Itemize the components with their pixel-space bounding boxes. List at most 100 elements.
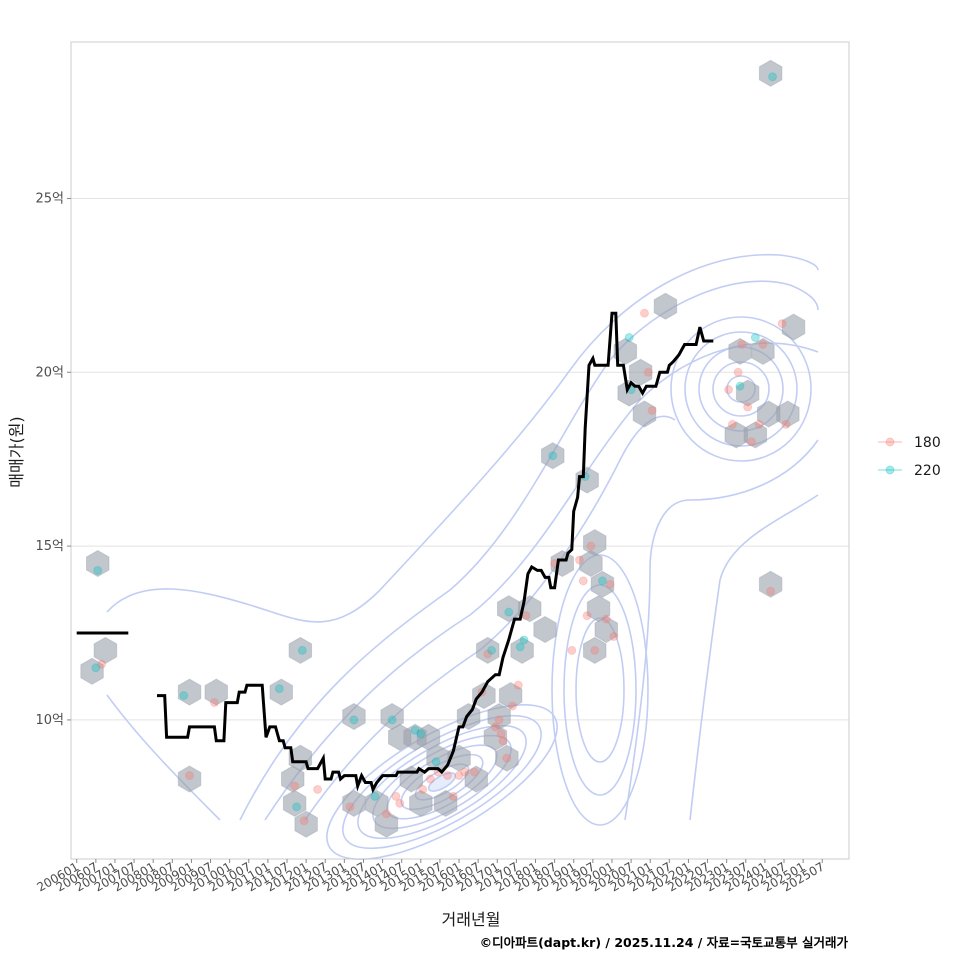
hexbin [575, 466, 599, 494]
point-180 [733, 367, 743, 377]
point-220 [515, 642, 525, 652]
point-220 [416, 729, 426, 739]
hexbin [735, 379, 760, 407]
point-180 [418, 784, 428, 794]
hexbin [288, 636, 313, 664]
y-tick-label: 25억 [35, 191, 64, 206]
contour-ring [670, 316, 812, 462]
point-180 [590, 645, 600, 655]
point-220 [370, 791, 380, 801]
point-180 [502, 753, 512, 763]
point-220 [735, 381, 745, 391]
source-caption: ©디아파트(dapt.kr) / 2025.11.24 / 자료=국토교통부 실… [480, 935, 849, 950]
point-180 [727, 419, 737, 429]
contour-line [239, 280, 819, 821]
point-180 [574, 555, 584, 565]
point-180 [496, 729, 506, 739]
legend-label: 180 [914, 435, 941, 451]
point-220 [91, 663, 101, 673]
legend-key-point [885, 465, 895, 475]
point-180 [299, 816, 309, 826]
point-180 [567, 645, 577, 655]
hexbin [476, 636, 500, 664]
hexbin [758, 59, 783, 87]
point-180 [448, 791, 458, 801]
hexbin [781, 313, 806, 341]
point-220 [179, 691, 189, 701]
contour-line [106, 253, 819, 623]
contour-ring [551, 554, 649, 826]
hexbin [93, 636, 118, 664]
point-180 [747, 437, 757, 447]
point-180 [578, 576, 588, 586]
point-220 [349, 715, 359, 725]
point-180 [454, 771, 464, 781]
panel-border [70, 41, 850, 860]
point-180 [313, 784, 323, 794]
hexbin [177, 678, 202, 706]
hexbin [743, 421, 768, 449]
hexbin [342, 702, 366, 731]
point-180 [483, 649, 493, 659]
hexbin [533, 615, 557, 644]
point-180 [609, 631, 619, 641]
x-axis-title: 거래년월 [442, 910, 501, 929]
hexbin [365, 789, 389, 817]
hexbin [282, 789, 307, 817]
hexbin [728, 337, 752, 365]
point-180 [460, 767, 470, 777]
hexbin [653, 292, 678, 320]
point-180 [737, 339, 747, 349]
hexbin [409, 789, 433, 817]
point-220 [597, 576, 607, 586]
hexbin [374, 810, 399, 838]
point-180 [521, 611, 531, 621]
point-220 [750, 333, 760, 343]
hexbin [510, 636, 534, 664]
y-tick-label: 15억 [35, 539, 64, 554]
hexbin [495, 744, 519, 772]
hexbin [487, 702, 511, 731]
point-180 [643, 367, 653, 377]
point-220 [292, 802, 302, 812]
point-180 [513, 680, 523, 690]
contour-line [689, 494, 819, 821]
y-axis-title: 매매가(원) [7, 416, 26, 487]
legend: 180 220 [878, 435, 941, 479]
hexbin [541, 442, 565, 470]
point-180 [381, 809, 391, 819]
hexbin [86, 549, 110, 578]
point-180 [766, 586, 776, 596]
point-180 [758, 339, 768, 349]
contour-line [624, 439, 819, 821]
hexbin [583, 636, 607, 664]
legend-label: 220 [914, 463, 941, 479]
hexbin [483, 723, 508, 751]
point-180 [290, 781, 300, 791]
hexbin [80, 657, 104, 685]
legend-key-point [885, 437, 895, 447]
point-180 [743, 402, 753, 412]
point-180 [777, 319, 787, 329]
hexbin [579, 549, 603, 578]
point-220 [410, 725, 420, 735]
contour-ring [357, 724, 527, 840]
hexbin [416, 723, 441, 751]
point-220 [519, 635, 529, 645]
point-180 [185, 771, 195, 781]
point-220 [297, 645, 307, 655]
point-220 [487, 645, 497, 655]
point-180 [639, 308, 649, 318]
point-180 [582, 611, 592, 621]
point-220 [624, 333, 634, 343]
point-180 [754, 419, 764, 429]
y-tick-label: 20억 [35, 365, 64, 380]
point-180 [647, 406, 657, 416]
point-220 [93, 565, 103, 575]
point-220 [548, 451, 558, 461]
hexbin [590, 570, 615, 598]
hexbin [464, 765, 488, 793]
point-180 [490, 722, 500, 732]
